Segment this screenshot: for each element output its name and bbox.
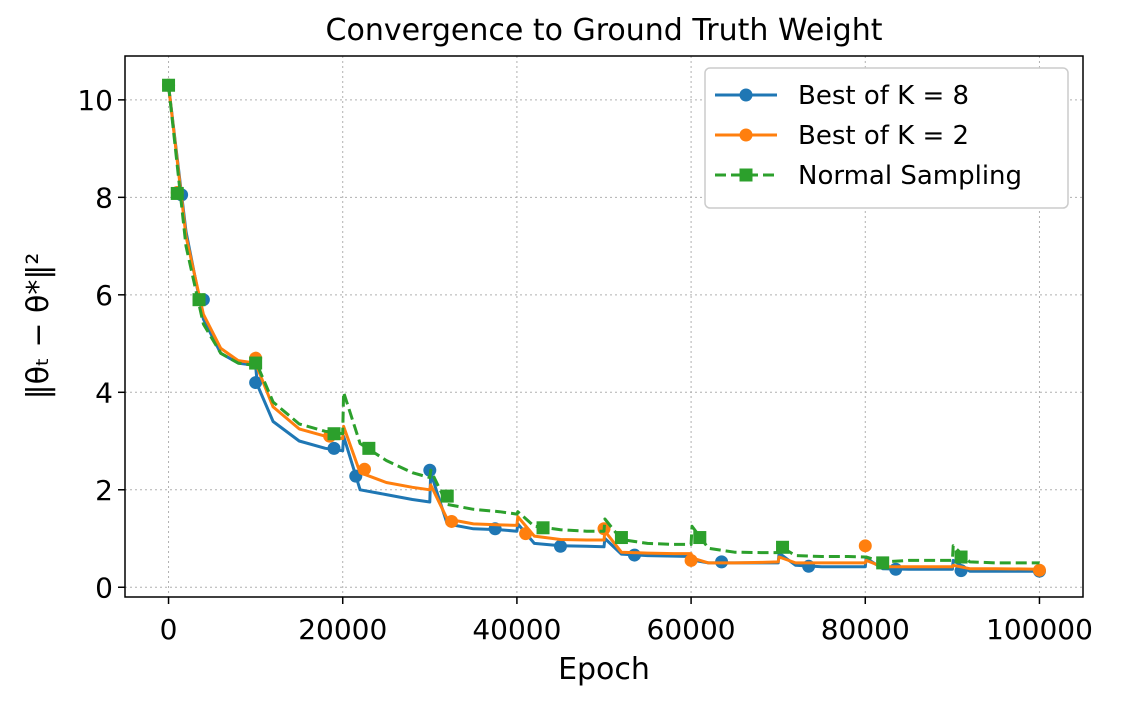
data-point-normal-sampling <box>170 186 184 200</box>
legend-marker-normal-sampling <box>739 168 753 182</box>
legend-box <box>704 67 1069 209</box>
data-point-normal-sampling <box>192 293 206 307</box>
x-tick-label: 80000 <box>821 613 910 646</box>
data-point-best-of-k-2 <box>684 553 698 567</box>
data-point-normal-sampling <box>327 427 341 441</box>
data-point-best-of-k-8 <box>327 441 341 455</box>
data-point-normal-sampling <box>776 540 790 554</box>
x-tick-label: 100000 <box>986 613 1093 646</box>
data-point-normal-sampling <box>162 78 176 92</box>
data-point-best-of-k-8 <box>889 562 903 576</box>
data-point-normal-sampling <box>614 531 628 545</box>
plot-frame <box>124 55 1084 598</box>
legend-label-best-of-k-2: Best of K = 2 <box>798 121 969 151</box>
legend-entry-normal-sampling: Normal Sampling <box>715 161 1022 191</box>
data-point-best-of-k-2 <box>445 514 459 528</box>
y-tick-label: 2 <box>95 474 113 507</box>
axis-ticks: 0 20000 40000 60000 80000 100000 0 2 4 6 8 10 <box>77 84 1093 646</box>
x-tick-label: 60000 <box>647 613 736 646</box>
series-normal-sampling <box>162 78 1040 570</box>
series-line-best-of-k-2 <box>167 85 1040 571</box>
data-point-normal-sampling <box>693 531 707 545</box>
y-tick-label: 6 <box>95 279 113 312</box>
y-tick-label: 10 <box>77 84 113 117</box>
data-point-normal-sampling <box>362 441 376 455</box>
x-tick-label: 0 <box>160 613 178 646</box>
legend: Best of K = 8 Best of K = 2 Normal Samplin… <box>704 67 1069 209</box>
x-axis-label: Epoch <box>558 652 650 687</box>
data-point-best-of-k-2 <box>858 539 872 553</box>
x-tick-label: 40000 <box>472 613 561 646</box>
y-tick-label: 4 <box>95 376 113 409</box>
data-point-normal-sampling <box>954 550 968 564</box>
data-point-normal-sampling <box>536 521 550 535</box>
y-tick-label: 8 <box>95 181 113 214</box>
data-point-normal-sampling <box>876 556 890 570</box>
legend-marker-best-of-k-2 <box>739 128 753 142</box>
legend-label-normal-sampling: Normal Sampling <box>798 161 1022 191</box>
data-point-best-of-k-2 <box>1032 563 1046 577</box>
grid <box>125 56 1083 597</box>
legend-entry-best-of-k-2: Best of K = 2 <box>715 121 969 151</box>
legend-entry-best-of-k-8: Best of K = 8 <box>715 81 969 111</box>
data-point-best-of-k-2 <box>519 527 533 541</box>
data-point-best-of-k-8 <box>553 539 567 553</box>
data-point-best-of-k-8 <box>627 548 641 562</box>
legend-label-best-of-k-8: Best of K = 8 <box>798 81 969 111</box>
x-tick-label: 20000 <box>298 613 387 646</box>
data-point-best-of-k-2 <box>358 462 371 476</box>
data-point-best-of-k-8 <box>249 376 263 390</box>
series-layer <box>162 78 1046 578</box>
legend-marker-best-of-k-8 <box>739 88 753 102</box>
series-line-normal-sampling <box>167 85 1040 565</box>
data-point-normal-sampling <box>249 356 263 370</box>
data-point-normal-sampling <box>440 489 454 503</box>
y-tick-label: 0 <box>95 571 113 604</box>
chart-title: Convergence to Ground Truth Weight <box>326 13 883 48</box>
y-axis-label: ‖θₜ − θ*‖² <box>21 253 56 400</box>
